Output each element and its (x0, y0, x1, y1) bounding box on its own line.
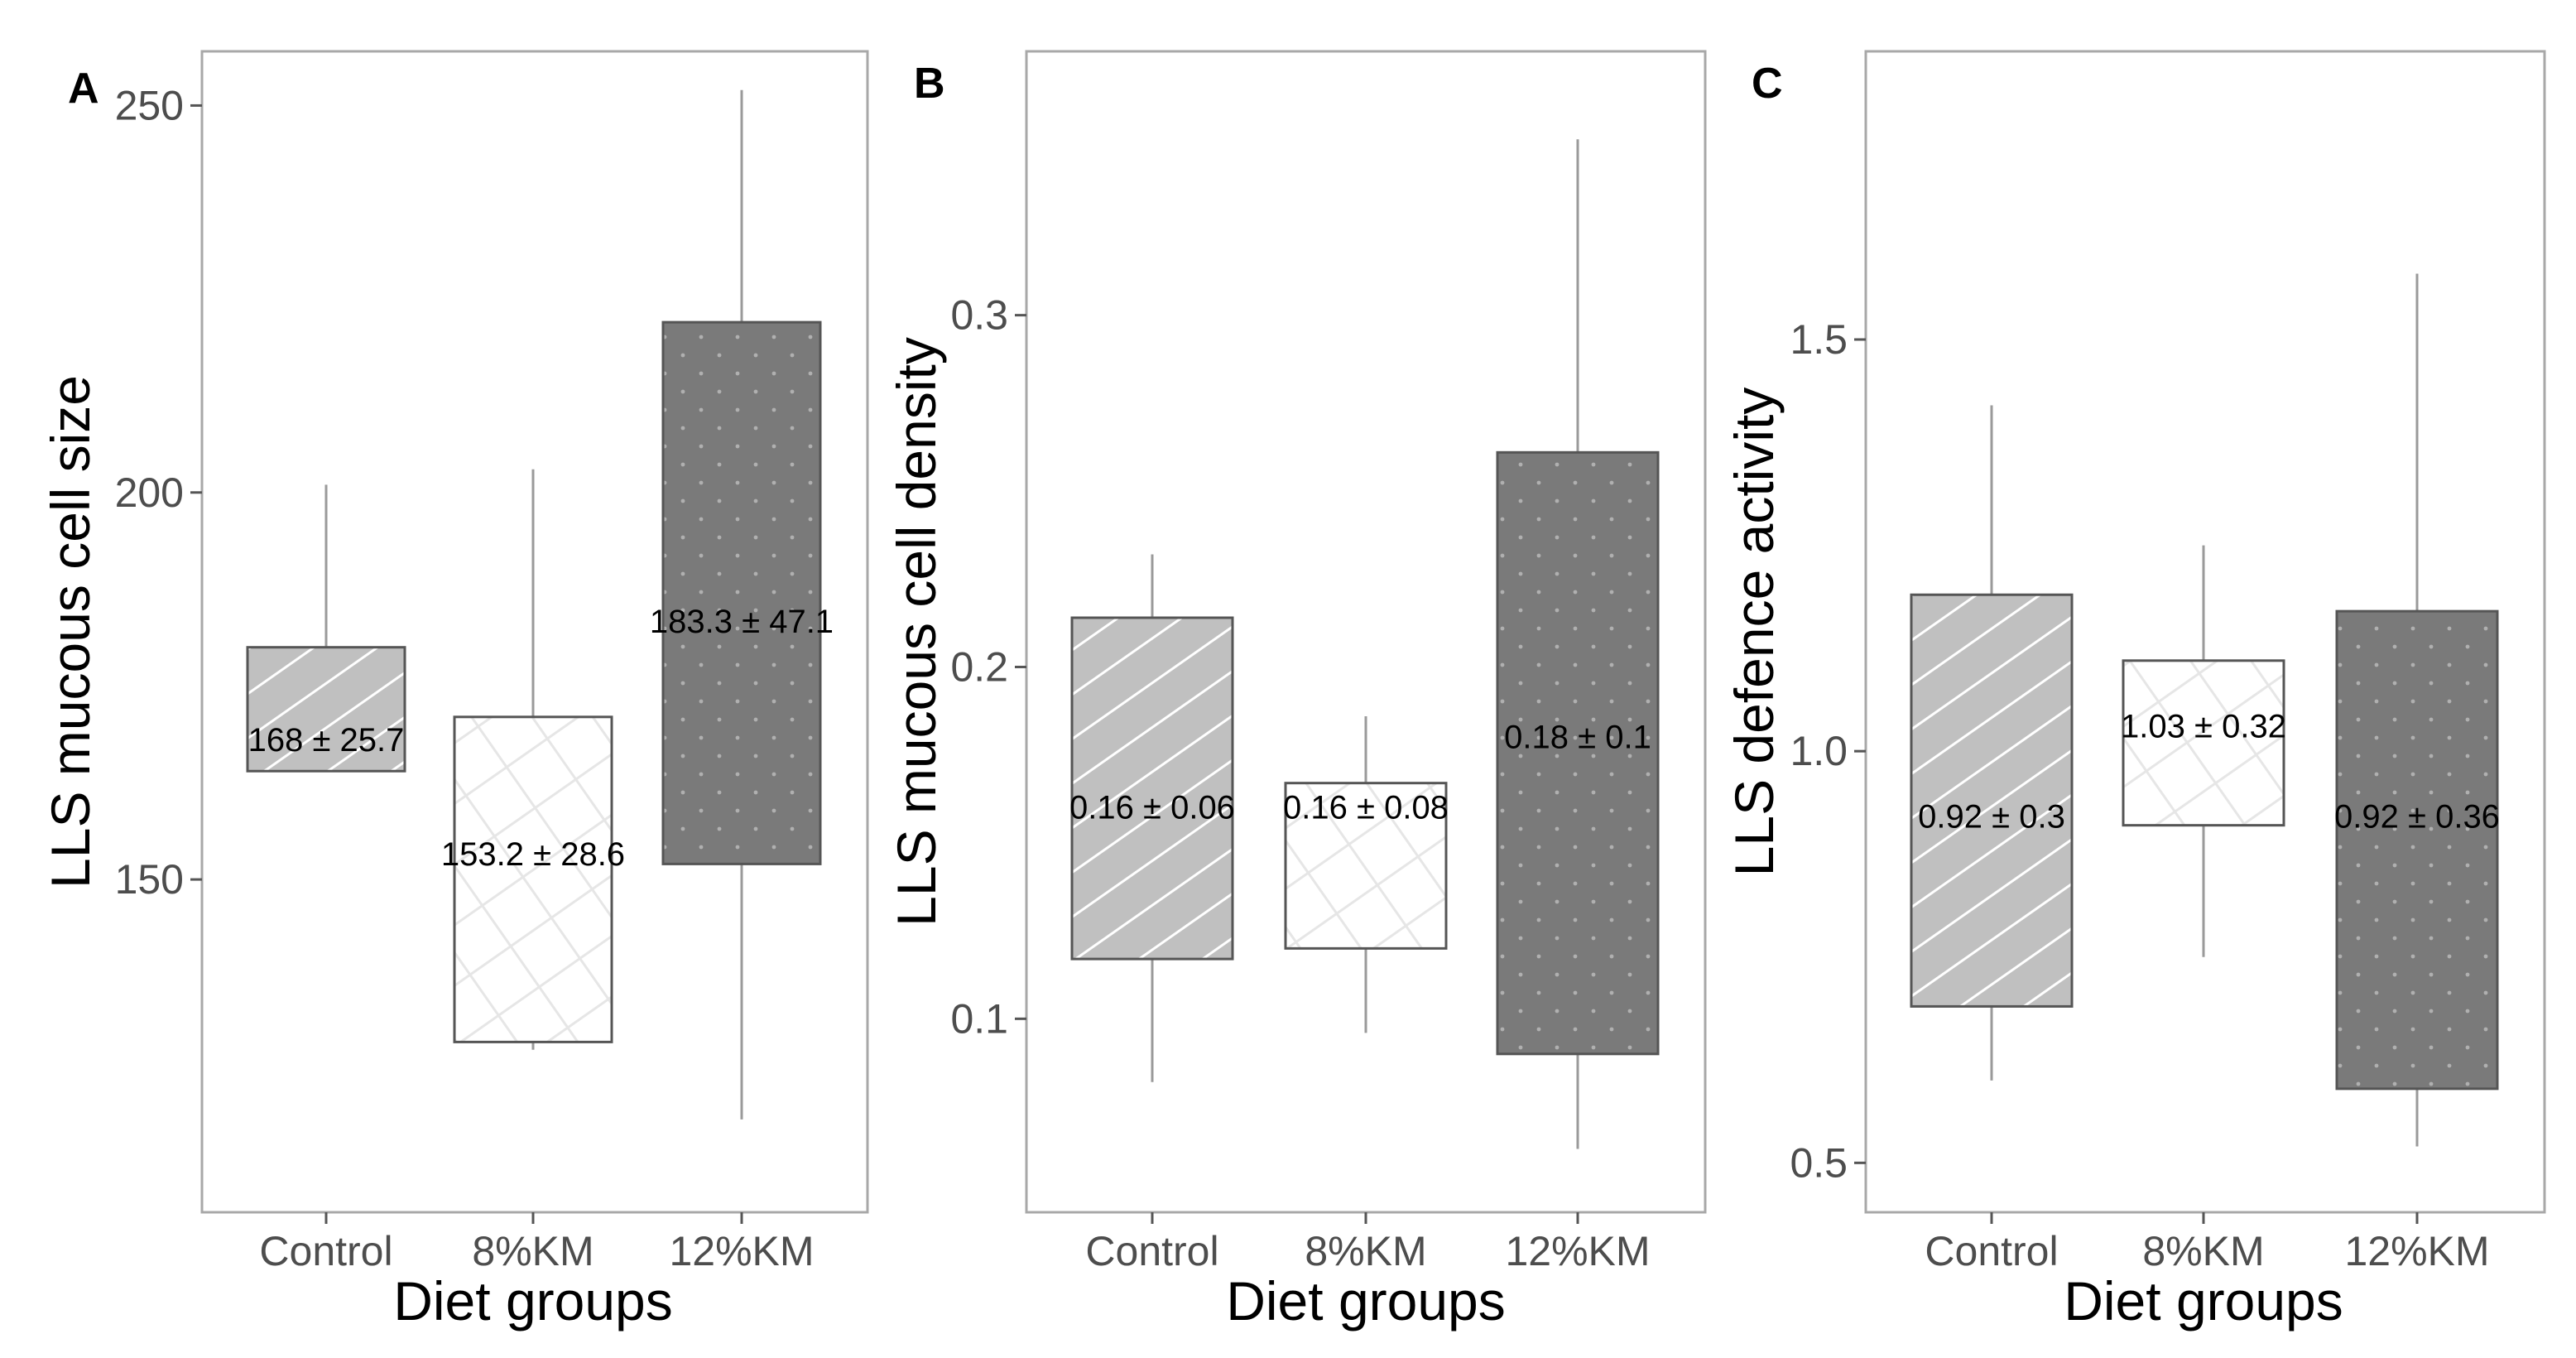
panel-c-data-label-12km: 0.92 ± 0.36 (2334, 799, 2500, 836)
panel-a-ytick-label: 150 (115, 856, 184, 903)
panel-a-box-control (246, 646, 406, 773)
panel-a-xticks: Control 8%KM 12%KM (259, 1212, 815, 1274)
panel-a-ytick-label: 250 (115, 82, 184, 128)
panel-b-data-label-12km: 0.18 ± 0.1 (1504, 719, 1651, 755)
panel-a-xtick-label: Control (259, 1228, 392, 1274)
panel-b-xticks: Control 8%KM 12%KM (1085, 1212, 1651, 1274)
panel-a-xtick-label: 8%KM (472, 1228, 594, 1274)
panel-a-y-axis-title: LLS mucous cell size (40, 375, 101, 888)
panel-a-xtick-label: 12%KM (669, 1228, 814, 1274)
panel-b-box-8km (1284, 782, 1448, 950)
panel-b-xtick-label: 12%KM (1505, 1228, 1650, 1274)
panel-b-box-control (1070, 616, 1234, 961)
panel-c-letter: C (1752, 60, 1783, 108)
panel-c-ytick-label: 0.5 (1790, 1139, 1848, 1186)
panel-a-letter: A (68, 65, 99, 113)
panel-c-ytick-label: 1.0 (1790, 728, 1848, 774)
panel-b-ytick-label: 0.1 (950, 995, 1008, 1042)
panel-b: B 0.1 0.2 0.3 0.16 ± 0.06 0.16 ± 0.08 0.… (886, 50, 1707, 1332)
panel-b-data-label-8km: 0.16 ± 0.08 (1283, 789, 1449, 826)
panel-a-box-8km (453, 715, 613, 1043)
panel-a-x-axis-title: Diet groups (393, 1270, 673, 1332)
panel-a-ytick-label: 200 (115, 470, 184, 516)
panel-c-data-label-8km: 1.03 ± 0.32 (2121, 708, 2286, 744)
panel-c-yticks: 0.5 1.0 1.5 (1790, 316, 1866, 1186)
panel-a: A 150 200 250 168 ± 25.7 153.2 ± 28.6 18… (40, 50, 869, 1332)
panel-a-boxes: 168 ± 25.7 153.2 ± 28.6 183.3 ± 47.1 (246, 89, 834, 1120)
panel-c-box-12km (2335, 609, 2499, 1091)
panel-a-box-12km (661, 320, 822, 865)
panel-a-data-label-12km: 183.3 ± 47.1 (650, 604, 834, 640)
panel-c-boxes: 0.92 ± 0.3 1.03 ± 0.32 0.92 ± 0.36 (1910, 273, 2500, 1147)
panel-b-x-axis-title: Diet groups (1226, 1270, 1506, 1332)
panel-b-data-label-control: 0.16 ± 0.06 (1069, 789, 1235, 826)
panel-b-ytick-label: 0.3 (950, 292, 1008, 339)
panel-a-data-label-control: 168 ± 25.7 (248, 722, 405, 758)
panel-b-xtick-label: Control (1085, 1228, 1218, 1274)
panel-a-yticks: 150 200 250 (115, 82, 202, 903)
panel-c: C 0.5 1.0 1.5 0.92 ± 0.3 1.03 ± 0.32 0.9… (1723, 50, 2546, 1332)
panel-c-ytick-label: 1.5 (1790, 316, 1848, 363)
panel-c-box-8km (2122, 659, 2285, 827)
panel-c-xticks: Control 8%KM 12%KM (1925, 1212, 2490, 1274)
panel-b-xtick-label: 8%KM (1305, 1228, 1426, 1274)
panel-b-ytick-label: 0.2 (950, 643, 1008, 690)
panel-c-xtick-label: 8%KM (2142, 1228, 2264, 1274)
panel-b-boxes: 0.16 ± 0.06 0.16 ± 0.08 0.18 ± 0.1 (1069, 139, 1660, 1149)
panel-b-box-12km (1496, 450, 1660, 1056)
panel-c-xtick-label: 12%KM (2344, 1228, 2489, 1274)
panel-c-box-control (1910, 593, 2074, 1008)
panel-b-yticks: 0.1 0.2 0.3 (950, 292, 1026, 1042)
panel-b-letter: B (914, 60, 945, 108)
panel-c-x-axis-title: Diet groups (2064, 1270, 2343, 1332)
panel-c-data-label-control: 0.92 ± 0.3 (1918, 799, 2065, 836)
panel-b-y-axis-title: LLS mucous cell density (886, 337, 947, 927)
panel-a-data-label-8km: 153.2 ± 28.6 (441, 836, 625, 873)
panel-c-y-axis-title: LLS defence activity (1723, 388, 1785, 877)
panel-c-xtick-label: Control (1925, 1228, 2058, 1274)
